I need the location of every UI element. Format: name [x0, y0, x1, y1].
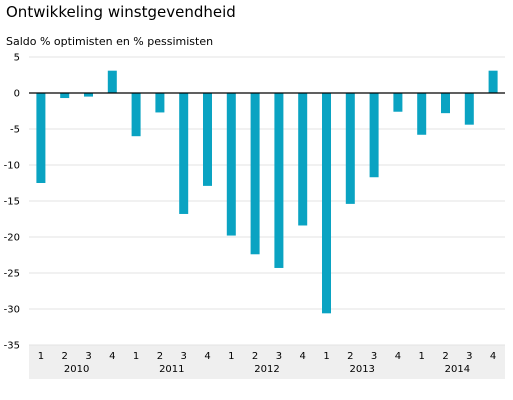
bar: [36, 93, 46, 183]
x-tick-label: 4: [204, 351, 210, 362]
x-tick-label: 3: [466, 351, 472, 362]
bar: [298, 93, 308, 226]
bar: [131, 93, 141, 137]
bar: [322, 93, 331, 314]
bar: [393, 93, 403, 112]
bar: [84, 93, 93, 97]
x-tick-label: 4: [109, 351, 115, 362]
x-tick-label: 1: [133, 351, 139, 362]
x-tick-label: 2: [347, 351, 353, 362]
x-tick-label: 1: [38, 351, 44, 362]
y-tick-label: -15: [4, 197, 20, 208]
x-tick-label: 1: [228, 351, 234, 362]
bar: [179, 93, 189, 214]
y-tick-label: -5: [10, 125, 20, 136]
x-tick-label: 3: [85, 351, 91, 362]
chart-title: Ontwikkeling winstgevendheid: [6, 3, 236, 21]
year-label: 2012: [254, 364, 279, 375]
y-tick-label: 0: [14, 89, 20, 100]
x-tick-label: 2: [62, 351, 68, 362]
bar: [203, 93, 212, 186]
y-tick-label: -25: [4, 269, 20, 280]
chart-subtitle: Saldo % optimisten en % pessimisten: [6, 35, 214, 48]
y-tick-label: -10: [4, 161, 20, 172]
bar: [464, 93, 474, 125]
x-tick-label: 2: [157, 351, 163, 362]
bar: [274, 93, 284, 268]
bar: [345, 93, 355, 204]
x-tick-label: 4: [300, 351, 306, 362]
bar: [155, 93, 165, 113]
year-label: 2014: [445, 364, 470, 375]
year-label: 2011: [159, 364, 184, 375]
x-tick-label: 1: [419, 351, 425, 362]
bar: [250, 93, 260, 255]
bar: [107, 70, 117, 93]
y-tick-label: 5: [14, 53, 20, 64]
bar: [417, 93, 427, 135]
x-tick-label: 4: [490, 351, 496, 362]
x-axis-band: [29, 345, 505, 379]
x-tick-label: 2: [442, 351, 448, 362]
bar: [441, 93, 450, 114]
x-tick-label: 3: [371, 351, 377, 362]
year-label: 2013: [349, 364, 374, 375]
y-tick-label: -35: [4, 341, 20, 352]
y-tick-label: -30: [4, 305, 20, 316]
bar: [488, 70, 498, 93]
x-tick-label: 3: [181, 351, 187, 362]
x-tick-label: 4: [395, 351, 401, 362]
bar: [60, 93, 70, 99]
x-tick-label: 3: [276, 351, 282, 362]
bar: [369, 93, 379, 178]
y-tick-label: -20: [4, 233, 20, 244]
bar: [226, 93, 236, 236]
x-tick-label: 2: [252, 351, 258, 362]
year-label: 2010: [64, 364, 89, 375]
x-tick-label: 1: [323, 351, 329, 362]
